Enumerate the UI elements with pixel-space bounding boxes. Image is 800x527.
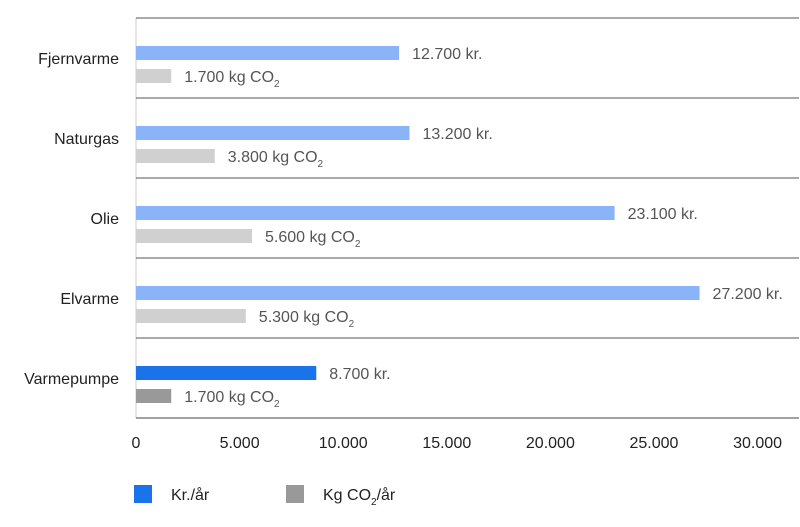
legend-label: Kg CO2/år — [323, 486, 396, 508]
data-label: 8.700 kr. — [329, 366, 390, 383]
legend-label: Kr./år — [171, 486, 210, 504]
data-label: 1.700 kg CO2 — [184, 389, 280, 410]
x-tick-label: 30.000 — [733, 435, 782, 452]
x-tick-label: 5.000 — [220, 435, 260, 452]
data-label: 23.100 kr. — [628, 206, 698, 223]
category-label: Elvarme — [60, 291, 119, 308]
bar-kr — [136, 126, 410, 140]
category-label: Fjernvarme — [38, 51, 119, 68]
x-tick-label: 0 — [132, 435, 141, 452]
x-tick-label: 15.000 — [422, 435, 471, 452]
data-label: 27.200 kr. — [713, 286, 783, 303]
bar-co2 — [136, 309, 246, 323]
data-label: 12.700 kr. — [412, 46, 482, 63]
category-label: Olie — [91, 211, 120, 228]
category-label: Varmepumpe — [24, 371, 119, 388]
bar-kr — [136, 286, 700, 300]
data-label: 13.200 kr. — [422, 126, 492, 143]
data-label: 5.300 kg CO2 — [259, 309, 355, 330]
x-tick-label: 25.000 — [630, 435, 679, 452]
x-tick-label: 20.000 — [526, 435, 575, 452]
bar-co2 — [136, 389, 172, 403]
category-label: Naturgas — [54, 131, 119, 148]
legend-swatch — [286, 485, 304, 503]
bar-kr — [136, 366, 317, 380]
x-tick-label: 10.000 — [319, 435, 368, 452]
bar-kr — [136, 206, 615, 220]
data-label: 1.700 kg CO2 — [184, 69, 280, 90]
bar-co2 — [136, 149, 215, 163]
legend-swatch — [134, 485, 152, 503]
bar-co2 — [136, 69, 172, 83]
data-label: 3.800 kg CO2 — [228, 149, 324, 170]
bar-kr — [136, 46, 400, 60]
bar-co2 — [136, 229, 253, 243]
data-label: 5.600 kg CO2 — [265, 229, 361, 250]
